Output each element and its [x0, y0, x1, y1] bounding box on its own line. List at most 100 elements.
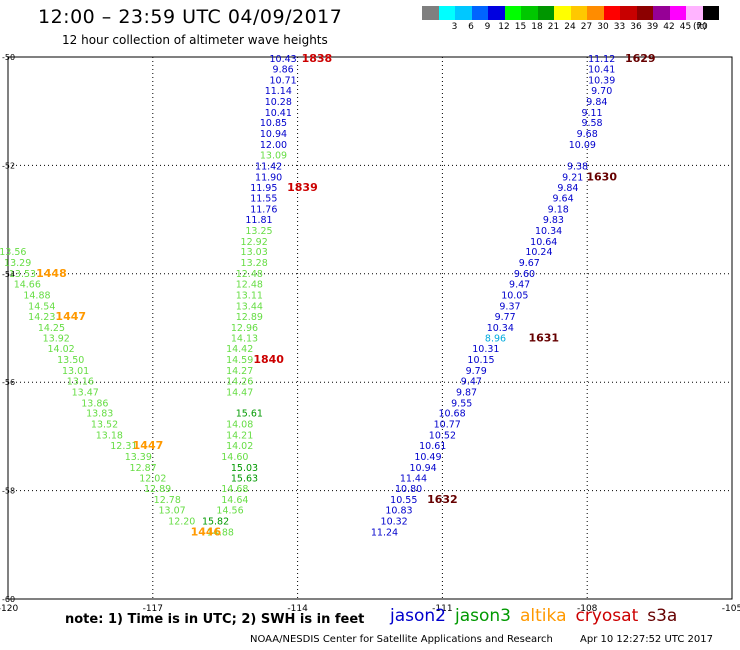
swh-value-label: 13.29: [4, 258, 31, 269]
swh-value-label: 9.47: [461, 377, 482, 388]
swh-value-label: 13.16: [67, 377, 94, 388]
legend-item-altika: altika: [520, 606, 567, 626]
swh-value-label: 15.03: [231, 463, 258, 474]
swh-value-label: 9.21: [562, 172, 583, 183]
swh-value-label: 13.47: [72, 387, 99, 398]
y-tick-label: -54: [2, 270, 15, 279]
x-tick-label: -117: [143, 604, 163, 614]
swh-value-label: 13.56: [0, 247, 26, 258]
swh-value-label: 14.54: [28, 301, 55, 312]
swh-value-label: 11.95: [250, 183, 277, 194]
swh-value-label: 14.88: [207, 527, 234, 538]
y-tick-label: -56: [2, 378, 15, 387]
color-scale-cell: [504, 6, 521, 20]
swh-value-label: 12.00: [260, 140, 287, 151]
swh-value-label: 10.49: [414, 452, 441, 463]
swh-value-label: 9.70: [591, 86, 612, 97]
swh-value-label: 11.12: [588, 54, 615, 65]
y-tick-label: -60: [2, 595, 15, 604]
pass-time-label: 1838: [302, 52, 333, 65]
color-scale-unit: (ft): [693, 22, 707, 32]
swh-value-label: 14.13: [231, 333, 258, 344]
swh-value-label: 11.42: [255, 161, 282, 172]
x-axis-ticks: -120 -117 -114 -111 -108 -105: [0, 604, 740, 614]
swh-value-label: 10.85: [260, 118, 287, 129]
swh-value-label: 13.83: [86, 409, 113, 420]
pass-time-label: 1840: [253, 353, 284, 366]
pass-time-label: 1631: [528, 331, 559, 344]
swh-value-label: 10.09: [569, 140, 596, 151]
swh-value-label: 14.56: [216, 506, 243, 517]
color-scale-label: 3: [451, 22, 458, 32]
swh-value-label: 13.92: [43, 333, 70, 344]
swh-value-label: 10.80: [395, 484, 422, 495]
swh-value-label: 10.28: [265, 97, 292, 108]
swh-value-label: 11.81: [245, 215, 272, 226]
swh-value-label: 10.52: [429, 430, 456, 441]
x-tick-label: -120: [0, 604, 18, 614]
swh-value-label: 12.92: [241, 237, 268, 248]
color-scale-cell: [570, 6, 587, 20]
color-scale-cell: [488, 6, 505, 20]
swh-value-label: 10.15: [467, 355, 494, 366]
swh-value-label: 12.48: [236, 269, 263, 280]
swh-value-label: 13.03: [241, 247, 268, 258]
swh-value-label: 10.77: [434, 419, 461, 430]
swh-value-label: 9.68: [577, 129, 598, 140]
pass-time-label: 1447: [133, 439, 164, 452]
pass-time-label: 1629: [625, 52, 656, 65]
swh-value-label: 10.83: [385, 506, 412, 517]
color-scale-cell: [669, 6, 686, 20]
color-scale-cell: [620, 6, 637, 20]
data-points: 13.0913.2512.9213.0313.2812.4812.4813.11…: [0, 52, 656, 538]
swh-value-label: 14.02: [226, 441, 253, 452]
swh-value-label: 15.61: [236, 409, 263, 420]
swh-value-label: 9.37: [499, 301, 520, 312]
swh-value-label: 14.02: [47, 344, 74, 355]
swh-value-label: 12.48: [236, 280, 263, 291]
x-tick-label: -111: [432, 604, 452, 614]
swh-value-label: 12.78: [154, 495, 181, 506]
color-scale-cell: [422, 6, 439, 20]
y-tick-label: -52: [2, 161, 15, 170]
generation-timestamp: Apr 10 12:27:52 UTC 2017: [580, 634, 713, 645]
swh-value-label: 11.44: [400, 474, 427, 485]
swh-value-label: 15.82: [202, 516, 229, 527]
swh-value-label: 9.87: [456, 387, 477, 398]
page-subtitle: 12 hour collection of altimeter wave hei…: [62, 33, 328, 47]
swh-value-label: 9.55: [451, 398, 472, 409]
swh-value-label: 9.18: [548, 204, 569, 215]
swh-value-label: 10.71: [270, 75, 297, 86]
swh-value-label: 12.96: [231, 323, 258, 334]
swh-value-label: 10.68: [438, 409, 465, 420]
swh-value-label: 14.23: [28, 312, 55, 323]
swh-value-label: 13.39: [125, 452, 152, 463]
swh-value-label: 10.94: [260, 129, 287, 140]
color-scale-label: 18: [531, 22, 543, 32]
swh-value-label: 12.89: [236, 312, 263, 323]
color-scale-cell: [554, 6, 571, 20]
swh-value-label: 13.18: [96, 430, 123, 441]
color-scale-label: 15: [514, 22, 527, 32]
credit-text: NOAA/NESDIS Center for Satellite Applica…: [250, 634, 553, 645]
swh-value-label: 13.86: [81, 398, 108, 409]
color-scale-label: 9: [484, 22, 491, 32]
color-scale-cell: [702, 6, 719, 20]
swh-value-label: 14.42: [226, 344, 253, 355]
pass-time-label: 1448: [36, 267, 67, 280]
swh-value-label: 13.28: [241, 258, 268, 269]
swh-value-label: 14.25: [38, 323, 65, 334]
swh-value-label: 9.79: [466, 366, 487, 377]
color-scale-cell: [653, 6, 670, 20]
swh-value-label: 14.88: [23, 290, 50, 301]
swh-value-label: 10.41: [588, 64, 615, 75]
pass-time-label: 1630: [586, 170, 617, 183]
swh-value-label: 14.60: [221, 452, 248, 463]
swh-value-label: 11.24: [371, 527, 398, 538]
swh-value-label: 10.05: [501, 290, 528, 301]
satellite-legend: jason2 jason3 altika cryosat s3a: [390, 606, 686, 626]
color-scale-label: 33: [613, 22, 626, 32]
swh-value-label: 14.26: [226, 377, 253, 388]
swh-value-label: 12.31: [110, 441, 137, 452]
